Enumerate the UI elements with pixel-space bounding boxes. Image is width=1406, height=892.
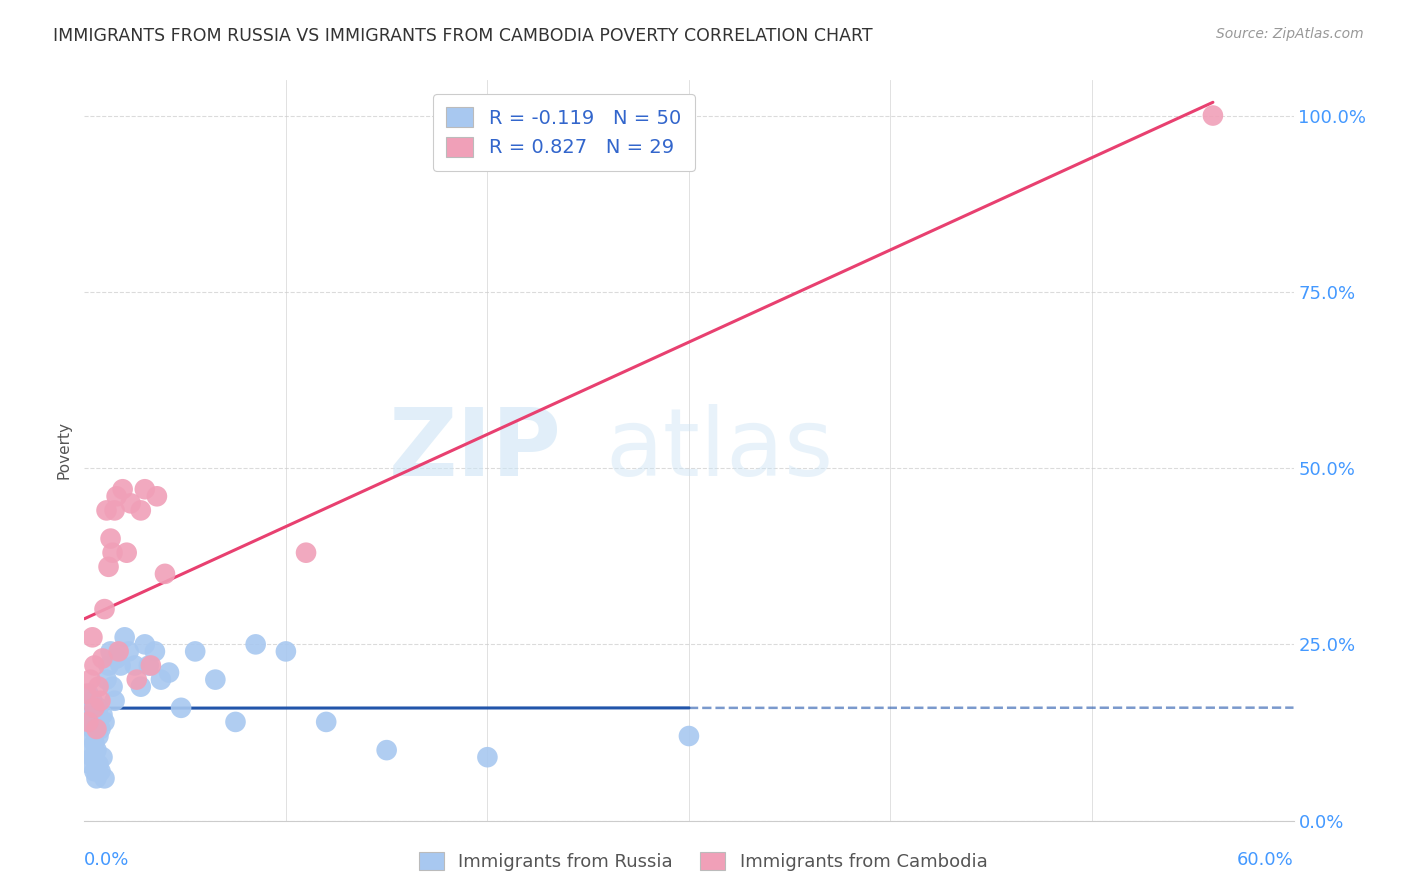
Point (75, 714, 97, 729)
Point (157, 665, 180, 680)
Point (139, 658, 162, 673)
Point (104, 503, 127, 517)
Point (83, 701, 105, 715)
Point (91, 707, 114, 722)
Point (82, 722, 104, 736)
Point (86, 772, 108, 786)
Point (77, 743, 100, 757)
Text: atlas: atlas (606, 404, 834, 497)
Point (134, 637, 156, 651)
Point (129, 503, 152, 517)
Point (89, 694, 111, 708)
Point (96, 503, 118, 517)
Point (93, 714, 115, 729)
Point (100, 532, 122, 546)
Legend: Immigrants from Russia, Immigrants from Cambodia: Immigrants from Russia, Immigrants from … (412, 845, 994, 879)
Point (79, 757, 101, 772)
Point (105, 489, 128, 503)
Point (86, 714, 108, 729)
Point (82, 630, 104, 644)
Point (143, 644, 166, 658)
Point (204, 673, 226, 687)
Point (83, 736, 105, 750)
Point (153, 566, 176, 581)
Point (315, 714, 337, 729)
Text: ZIP: ZIP (389, 404, 562, 497)
Point (79, 729, 101, 743)
Point (86, 722, 108, 736)
Point (82, 750, 104, 764)
Point (295, 546, 318, 560)
Point (77, 714, 100, 729)
Text: Source: ZipAtlas.com: Source: ZipAtlas.com (1216, 27, 1364, 41)
Point (87, 680, 110, 694)
Point (125, 673, 148, 687)
Point (678, 729, 700, 743)
Point (82, 694, 104, 708)
Point (129, 680, 152, 694)
Point (96, 673, 118, 687)
Point (118, 644, 141, 658)
Point (87, 701, 110, 715)
Point (79, 673, 101, 687)
Point (100, 644, 122, 658)
Y-axis label: Poverty: Poverty (56, 421, 72, 480)
Text: 0.0%: 0.0% (84, 851, 129, 869)
Point (86, 743, 108, 757)
Point (75, 687, 97, 701)
Point (79, 701, 101, 715)
Point (375, 743, 398, 757)
Point (89, 722, 111, 736)
Point (120, 496, 142, 510)
Point (134, 482, 156, 496)
Point (77, 687, 100, 701)
Point (1202, 109, 1225, 123)
Point (114, 630, 136, 644)
Point (115, 546, 138, 560)
Point (149, 673, 172, 687)
Point (101, 546, 124, 560)
Point (107, 644, 129, 658)
Point (101, 680, 124, 694)
Point (97, 658, 120, 673)
Point (83, 764, 105, 779)
Point (87, 729, 110, 743)
Point (93, 602, 115, 616)
Point (87, 757, 110, 772)
Point (124, 658, 146, 673)
Point (146, 489, 169, 503)
Point (104, 694, 127, 708)
Point (91, 750, 114, 764)
Text: IMMIGRANTS FROM RUSSIA VS IMMIGRANTS FROM CAMBODIA POVERTY CORRELATION CHART: IMMIGRANTS FROM RUSSIA VS IMMIGRANTS FRO… (53, 27, 873, 45)
Point (245, 637, 267, 651)
Point (89, 764, 111, 779)
Point (91, 651, 114, 665)
Point (97, 559, 120, 574)
Legend: R = -0.119   N = 50, R = 0.827   N = 29: R = -0.119 N = 50, R = 0.827 N = 29 (433, 94, 695, 170)
Text: 60.0%: 60.0% (1237, 851, 1294, 869)
Point (170, 701, 193, 715)
Point (477, 750, 499, 764)
Point (93, 772, 115, 786)
Point (138, 658, 160, 673)
Point (111, 482, 134, 496)
Point (83, 707, 105, 722)
Point (274, 644, 297, 658)
Point (184, 644, 207, 658)
Point (83, 658, 105, 673)
Point (110, 658, 132, 673)
Point (225, 714, 247, 729)
Point (105, 651, 128, 665)
